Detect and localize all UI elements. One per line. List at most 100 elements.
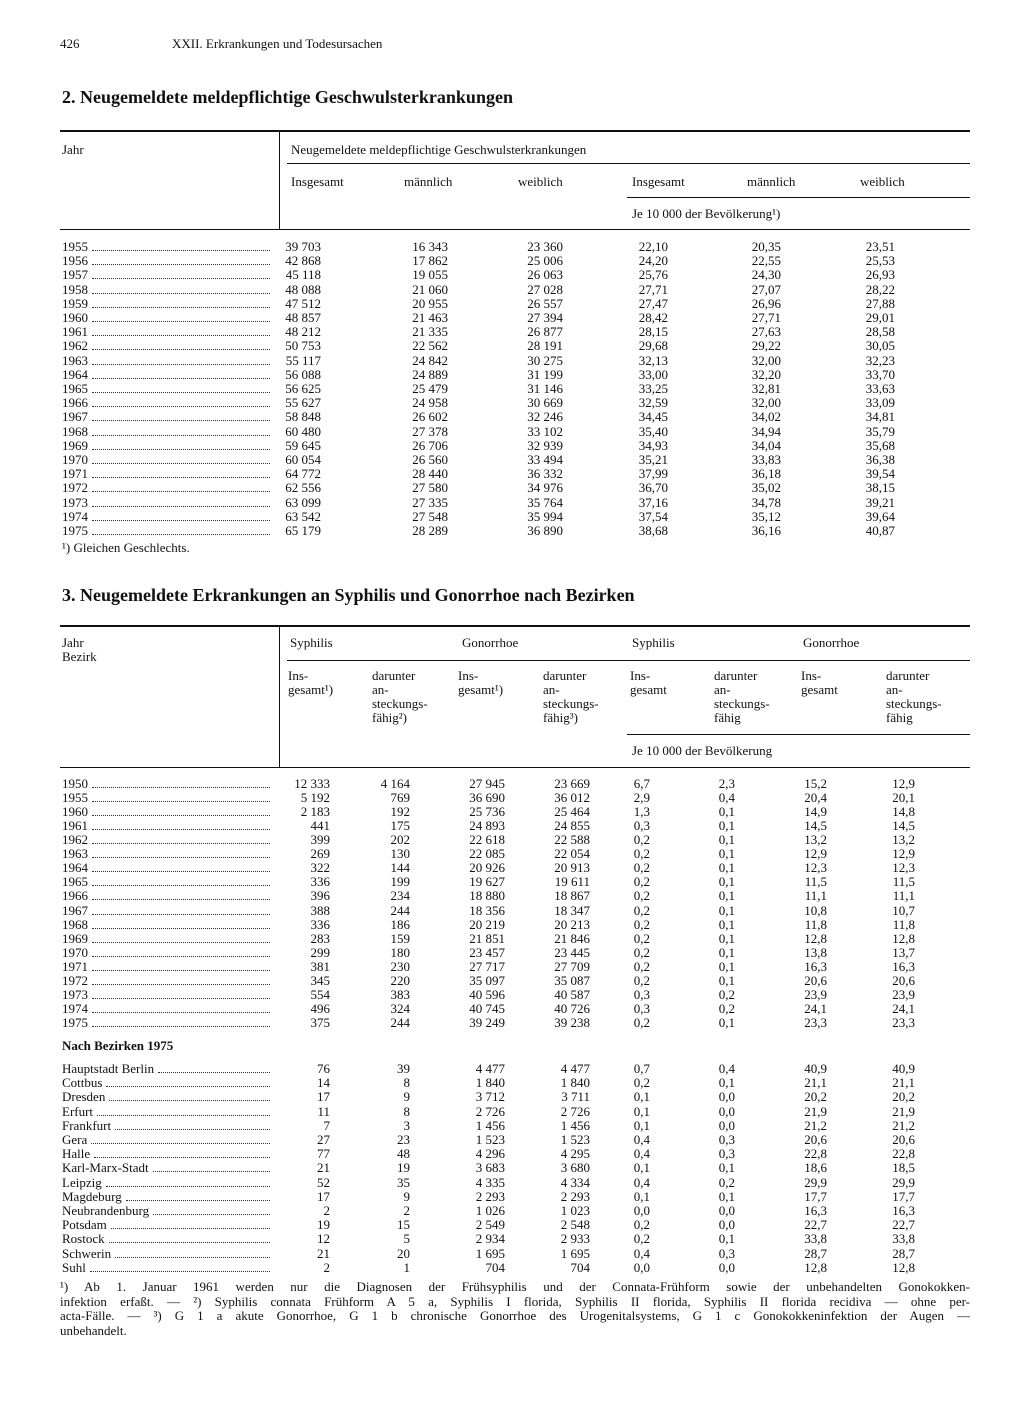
dot-leader	[91, 1143, 270, 1144]
cell: 12	[317, 1231, 330, 1247]
cell: 33,09	[865, 395, 895, 411]
cell: 27 335	[412, 494, 448, 510]
row-label: Rostock	[62, 1231, 105, 1247]
cell: 48 088	[285, 281, 321, 297]
cell: 40 587	[554, 986, 590, 1002]
cell: 11,5	[892, 874, 915, 890]
cell: 0,0	[718, 1259, 735, 1275]
row-label: 1966	[62, 888, 88, 904]
cell: 23,9	[892, 986, 915, 1002]
cell: 19 611	[554, 874, 590, 890]
column-header: gesamt	[630, 682, 667, 697]
cell: 28,7	[804, 1245, 827, 1261]
cell: 4 477	[475, 1061, 505, 1076]
cell: 9	[403, 1089, 411, 1105]
row-label: 1973	[62, 494, 88, 510]
row-label: 1957	[62, 267, 88, 283]
cell: 26 877	[527, 324, 563, 340]
cell: 5	[403, 1231, 411, 1247]
cell: 19	[397, 1160, 410, 1176]
cell: 15,2	[804, 776, 827, 791]
row-label-leader: Halle	[62, 1147, 272, 1161]
cell: 23	[397, 1132, 410, 1147]
dot-leader	[92, 534, 270, 535]
dot-leader	[92, 463, 270, 464]
cell: 60 480	[285, 423, 321, 439]
cell: 36 690	[469, 790, 505, 806]
dot-leader	[92, 1026, 270, 1028]
cell: 40,9	[804, 1061, 827, 1076]
cell: 4 334	[560, 1174, 590, 1190]
cell: 38,68	[638, 523, 668, 538]
dot-leader	[92, 420, 270, 422]
cell: 30,05	[865, 338, 895, 354]
cell: 28,22	[865, 281, 895, 297]
footnote: ¹) Gleichen Geschlechts.	[62, 540, 190, 555]
cell: 1 456	[560, 1117, 590, 1133]
cell: 40,9	[892, 1061, 915, 1076]
row-label: 1973	[62, 986, 88, 1002]
cell: 19	[317, 1217, 330, 1233]
column-header: gesamt¹)	[458, 682, 504, 697]
dot-leader	[97, 1114, 270, 1116]
column-header: darunter	[543, 668, 587, 683]
cell: 2	[323, 1259, 331, 1275]
cell: 34,02	[751, 409, 781, 425]
cell: 64 772	[285, 466, 321, 482]
cell: 1,3	[633, 804, 650, 820]
column-header: an-	[372, 682, 389, 697]
cell: 1 523	[560, 1132, 590, 1147]
cell: 55 627	[285, 395, 321, 411]
cell: 2	[323, 1203, 331, 1218]
row-label: 1963	[62, 846, 88, 862]
cell: 23 669	[554, 776, 590, 791]
cell: 27 378	[412, 423, 448, 439]
row-label-leader: Schwerin	[62, 1246, 272, 1261]
row-label: 1960	[62, 310, 88, 325]
row-label: 1967	[62, 409, 88, 425]
cell: 0,4	[718, 1061, 735, 1076]
row-label: 1975	[62, 1015, 88, 1031]
row-label: 1962	[62, 832, 88, 848]
dot-leader	[153, 1214, 270, 1215]
cell: 27 717	[469, 958, 505, 974]
row-label: 1964	[62, 860, 88, 876]
cell: 35,12	[751, 508, 781, 524]
cell: 55 117	[285, 352, 321, 368]
cell: 39 703	[285, 239, 321, 254]
cell: 21 335	[412, 324, 448, 340]
cell: 20,2	[804, 1089, 827, 1105]
cell: 21,9	[804, 1103, 827, 1119]
cell: 18 867	[554, 888, 590, 904]
cell: 11,8	[892, 916, 915, 932]
row-label-leader: 1975	[62, 1016, 272, 1030]
cell: 6,7	[633, 776, 650, 791]
cell: 14,8	[892, 804, 915, 820]
cell: 34,04	[751, 437, 781, 453]
cell: 0,1	[633, 1188, 650, 1204]
cell: 36 332	[527, 466, 563, 482]
cell: 388	[310, 902, 331, 918]
dot-leader	[92, 955, 270, 957]
row-label: Gera	[62, 1132, 88, 1147]
cell: 33,25	[638, 381, 668, 396]
row-label-leader: 1968	[62, 917, 272, 932]
row-label-leader: 1974	[62, 1001, 272, 1016]
dot-leader	[92, 969, 270, 971]
cell: 14,5	[892, 818, 915, 834]
cell: 34,94	[751, 423, 781, 439]
row-label: Neubrandenburg	[62, 1203, 150, 1218]
cell: 77	[317, 1146, 330, 1162]
cell: 18 880	[469, 888, 505, 904]
row-label-leader: 1961	[62, 325, 272, 339]
cell: 192	[390, 804, 411, 820]
cell: 65 179	[285, 523, 321, 538]
row-label-leader: 1966	[62, 396, 272, 410]
cell: 33,00	[638, 366, 668, 382]
column-header: fähig	[714, 710, 741, 725]
cell: 0,0	[633, 1259, 650, 1275]
cell: 15	[397, 1217, 410, 1233]
cell: 22,7	[804, 1217, 827, 1233]
cell: 21 060	[412, 281, 448, 297]
cell: 20,6	[892, 972, 915, 988]
